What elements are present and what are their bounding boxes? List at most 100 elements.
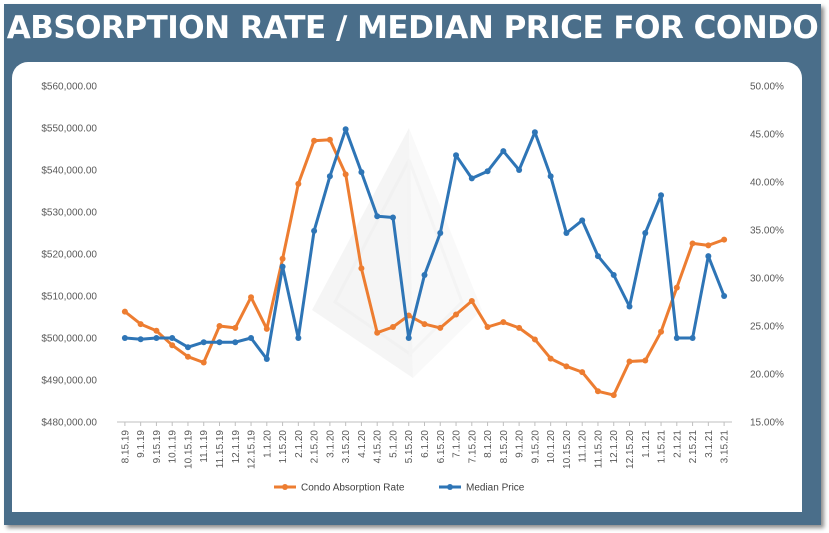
- x-axis-tick-label: 4.1.20: [357, 430, 368, 458]
- data-point: [295, 335, 302, 341]
- x-axis-tick-label: 3.15.20: [341, 430, 352, 464]
- data-point: [248, 294, 255, 301]
- legend-label: Median Price: [466, 483, 525, 494]
- x-axis-tick-label: 1.1.21: [641, 430, 652, 458]
- left-axis-tick-label: $530,000.00: [41, 208, 97, 219]
- data-point: [279, 255, 286, 262]
- data-point: [326, 136, 333, 143]
- left-axis-tick-label: $540,000.00: [41, 166, 97, 177]
- data-point: [563, 363, 570, 370]
- right-axis-tick-label: 20.00%: [750, 370, 784, 381]
- data-point: [500, 148, 507, 155]
- x-axis-tick-label: 2.1.21: [672, 430, 683, 458]
- x-axis-tick-label: 9.15.19: [152, 430, 163, 464]
- data-point: [531, 129, 538, 136]
- data-point: [342, 171, 349, 178]
- data-point: [658, 328, 665, 335]
- data-point: [658, 192, 665, 199]
- x-axis-tick-label: 9.1.20: [515, 430, 526, 458]
- left-axis-tick-label: $560,000.00: [41, 82, 97, 93]
- x-axis-tick-label: 1.1.20: [262, 430, 273, 458]
- data-point: [642, 357, 649, 364]
- x-axis-tick-label: 6.15.20: [436, 430, 447, 464]
- series-layer: [121, 126, 728, 399]
- line-chart: $480,000.00 $490,000.00 $500,000.00 $510,00…: [41, 82, 784, 494]
- left-axis-tick-label: $500,000.00: [41, 334, 97, 345]
- data-point: [705, 253, 712, 260]
- x-axis-tick-label: 7.1.20: [452, 430, 463, 458]
- data-point: [484, 323, 491, 330]
- data-point: [389, 214, 396, 221]
- data-point: [169, 342, 176, 349]
- data-point: [563, 230, 570, 236]
- data-point: [216, 323, 223, 329]
- x-axis-tick-label: 3.1.21: [704, 430, 715, 458]
- x-axis-tick-label: 1.15.20: [278, 430, 289, 464]
- data-point: [642, 230, 649, 236]
- data-point: [184, 353, 191, 360]
- x-axis-tick-label: 9.15.20: [530, 430, 541, 464]
- data-point: [121, 335, 128, 341]
- data-point: [610, 272, 617, 278]
- x-axis-tick-label: 12.1.20: [609, 430, 620, 464]
- data-point: [311, 137, 318, 144]
- right-axis-tick-label: 15.00%: [750, 418, 784, 429]
- data-point: [453, 152, 460, 159]
- data-point: [295, 180, 302, 187]
- x-axis-tick-label: 5.1.20: [388, 430, 399, 458]
- x-axis-tick-label: 8.1.20: [483, 430, 494, 458]
- data-point: [453, 311, 460, 318]
- left-axis-tick-label: $520,000.00: [41, 250, 97, 261]
- x-axis-tick-label: 9.1.19: [136, 430, 147, 458]
- x-axis-tick-label: 10.15.20: [562, 430, 573, 469]
- data-point: [594, 253, 601, 260]
- x-axis-tick-label: 11.15.19: [215, 430, 226, 469]
- data-point: [705, 242, 712, 249]
- data-point: [200, 339, 207, 346]
- x-axis-tick-label: 8.15.20: [499, 430, 510, 464]
- x-axis-tick-label: 11.1.19: [199, 430, 210, 463]
- data-point: [342, 126, 349, 133]
- right-axis-tick-label: 25.00%: [750, 322, 784, 333]
- data-point: [721, 236, 728, 243]
- data-point: [547, 173, 554, 180]
- data-point: [626, 303, 633, 310]
- x-axis-tick-label: 12.1.19: [231, 430, 242, 464]
- x-axis-tick-label: 12.15.20: [625, 430, 636, 469]
- data-point: [468, 175, 475, 182]
- data-point: [673, 284, 680, 291]
- data-point: [184, 344, 191, 351]
- data-point: [610, 392, 617, 399]
- right-axis-tick-label: 30.00%: [750, 274, 784, 285]
- watermark-logo: [312, 128, 482, 378]
- x-axis-tick-label: 2.1.20: [294, 430, 305, 458]
- data-point: [374, 213, 381, 220]
- right-axis-tick-label: 45.00%: [750, 130, 784, 141]
- x-axis-tick-label: 10.1.20: [546, 430, 557, 464]
- data-point: [673, 335, 680, 341]
- data-point: [248, 335, 255, 341]
- right-axis-tick-label: 35.00%: [750, 226, 784, 237]
- data-point: [216, 339, 223, 346]
- x-axis-tick-label: 11.1.20: [578, 430, 589, 463]
- page-title: ABSORPTION RATE / MEDIAN PRICE FOR CONDO: [6, 10, 819, 46]
- x-axis-tick-label: 3.1.20: [325, 430, 336, 458]
- right-axis-tick-label: 40.00%: [750, 178, 784, 189]
- left-axis-tick-label: $510,000.00: [41, 292, 97, 303]
- data-point: [232, 324, 239, 331]
- data-point: [437, 230, 444, 236]
- data-point: [689, 335, 696, 341]
- data-point: [516, 167, 523, 173]
- data-point: [200, 359, 207, 366]
- x-axis-tick-label: 5.15.20: [404, 430, 415, 464]
- x-axis-tick-label: 7.15.20: [467, 430, 478, 464]
- x-axis-tick-label: 10.1.19: [168, 430, 179, 464]
- left-axis-tick-label: $490,000.00: [41, 376, 97, 387]
- data-point: [516, 324, 523, 331]
- data-point: [405, 335, 412, 341]
- x-axis-tick-label: 4.15.20: [373, 430, 384, 464]
- data-point: [689, 240, 696, 247]
- x-axis-tick-label: 2.15.20: [310, 430, 321, 464]
- x-axis-tick-label: 12.15.19: [247, 430, 258, 469]
- data-point: [137, 321, 144, 328]
